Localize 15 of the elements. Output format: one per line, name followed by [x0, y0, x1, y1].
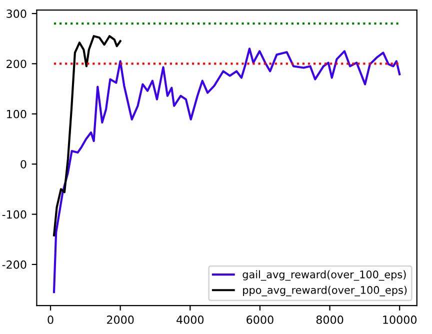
y-tick-label: 100: [7, 110, 26, 118]
line-series: [52, 35, 122, 236]
x-tick-label: 10000: [383, 316, 417, 324]
x-tick-label: 0: [48, 316, 54, 324]
y-tick-label: 300: [6, 10, 26, 18]
legend-label: ppo_avg_reward(over_100_eps): [243, 286, 407, 296]
x-tick-label: 8000: [316, 316, 344, 324]
legend-label: gail_avg_reward(over_100_eps): [242, 270, 406, 281]
y-tick-label: -200: [2, 260, 26, 269]
x-tick-label: 2000: [107, 316, 134, 324]
y-tick-label: 0: [20, 160, 26, 168]
x-tick-label: 6000: [246, 316, 274, 324]
y-tick-label: 200: [6, 60, 26, 68]
x-tick-label: 4000: [176, 316, 204, 324]
y-tick-label: -100: [2, 210, 26, 219]
